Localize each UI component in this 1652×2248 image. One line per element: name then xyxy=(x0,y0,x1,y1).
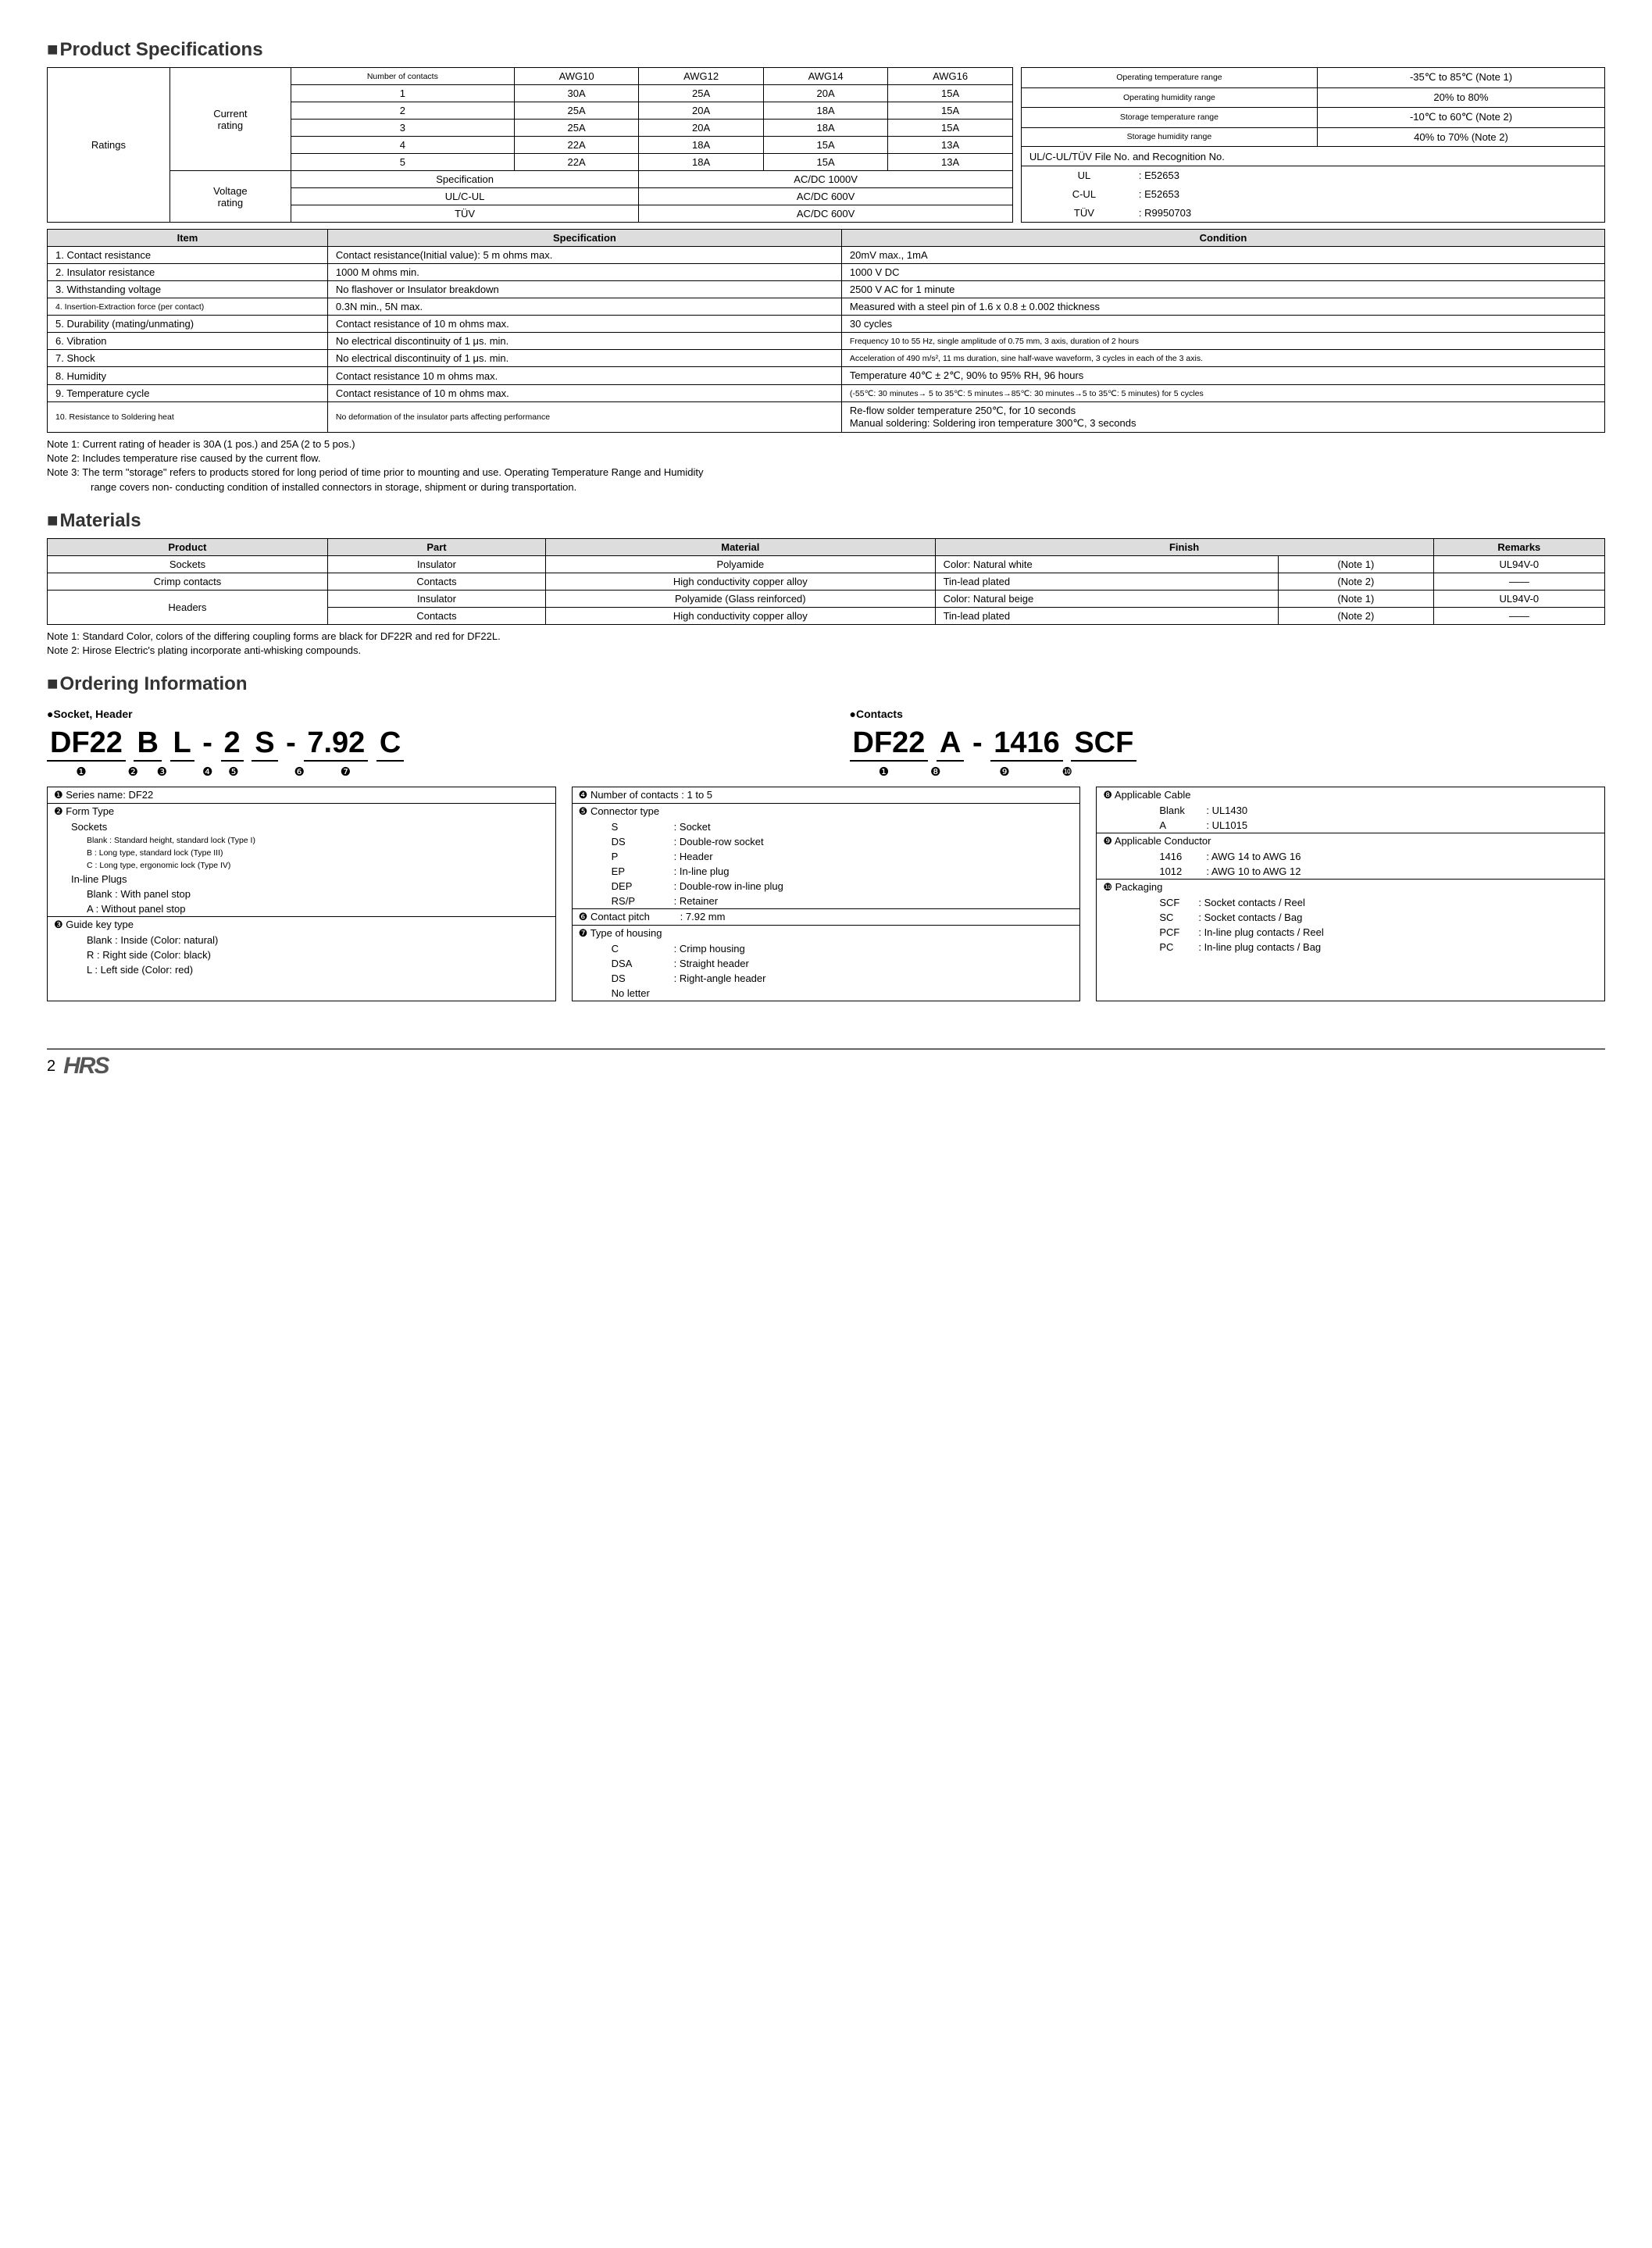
ratings-wrap: Ratings Current rating Number of contact… xyxy=(47,67,1605,223)
product-spec-section: Product Specifications Ratings Current r… xyxy=(47,39,1605,494)
footer: 2 HRS xyxy=(47,1048,1605,1079)
code2-markers: ❶ ❽ ❾ ❿ xyxy=(850,765,1606,779)
ordering-heading: Ordering Information xyxy=(47,673,1605,695)
ord-col3: ❽ Applicable Cable Blank: UL1430 A: UL10… xyxy=(1096,787,1605,1001)
ord-col1: ❶ Series name: DF22 ❷ Form Type Sockets … xyxy=(47,787,556,1001)
ord-col2: ❹ Number of contacts : 1 to 5 ❺ Connecto… xyxy=(572,787,1081,1001)
page-number: 2 xyxy=(47,1058,55,1076)
performance-table: Item Specification Condition 1. Contact … xyxy=(47,229,1605,433)
voltage-rating-label: Voltage rating xyxy=(169,171,291,223)
h-contacts: Number of contacts xyxy=(291,68,514,85)
ratings-label: Ratings xyxy=(48,68,170,223)
code2: DF22 A - 1416 SCF xyxy=(850,726,1606,762)
product-spec-heading: Product Specifications xyxy=(47,39,1605,61)
ordering-codes: ●Socket, Header DF22 B L - 2 S - 7.92 C … xyxy=(47,701,1605,779)
current-rating-label: Current rating xyxy=(169,68,291,171)
hrs-logo: HRS xyxy=(63,1053,108,1079)
socket-header-label: ●Socket, Header xyxy=(47,708,803,720)
ordering-section: Ordering Information ●Socket, Header DF2… xyxy=(47,673,1605,1001)
contacts-label: ●Contacts xyxy=(850,708,1606,720)
ratings-table: Ratings Current rating Number of contact… xyxy=(47,67,1013,223)
spec-notes: Note 1: Current rating of header is 30A … xyxy=(47,437,1605,494)
code1-markers: ❶ ❷ ❸ ❹ ❺ ❻ ❼ xyxy=(47,765,803,779)
ordering-legend: ❶ Series name: DF22 ❷ Form Type Sockets … xyxy=(47,787,1605,1001)
materials-heading: Materials xyxy=(47,510,1605,532)
env-table: Operating temperature range-35℃ to 85℃ (… xyxy=(1021,67,1605,223)
materials-table: Product Part Material Finish Remarks Soc… xyxy=(47,538,1605,625)
materials-section: Materials Product Part Material Finish R… xyxy=(47,510,1605,658)
code1: DF22 B L - 2 S - 7.92 C xyxy=(47,726,803,762)
materials-notes: Note 1: Standard Color, colors of the di… xyxy=(47,630,1605,658)
